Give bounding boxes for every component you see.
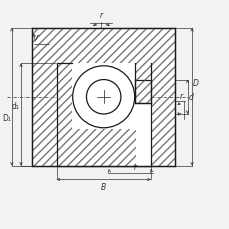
Bar <box>32 29 174 166</box>
Circle shape <box>86 80 120 114</box>
Text: r: r <box>36 33 39 42</box>
Bar <box>56 64 150 166</box>
Text: r: r <box>179 91 182 100</box>
Bar <box>134 80 150 103</box>
Bar <box>134 80 150 103</box>
Bar <box>71 129 135 166</box>
Circle shape <box>72 66 135 129</box>
Text: r: r <box>99 11 103 20</box>
Text: d: d <box>188 93 192 102</box>
Circle shape <box>72 66 134 128</box>
Bar <box>32 29 174 166</box>
Text: r: r <box>133 162 136 171</box>
Text: D: D <box>192 79 198 88</box>
Text: d₁: d₁ <box>12 102 20 111</box>
Text: B: B <box>101 183 106 191</box>
Text: D₁: D₁ <box>2 113 11 123</box>
Bar <box>135 64 150 103</box>
Bar <box>56 64 71 166</box>
